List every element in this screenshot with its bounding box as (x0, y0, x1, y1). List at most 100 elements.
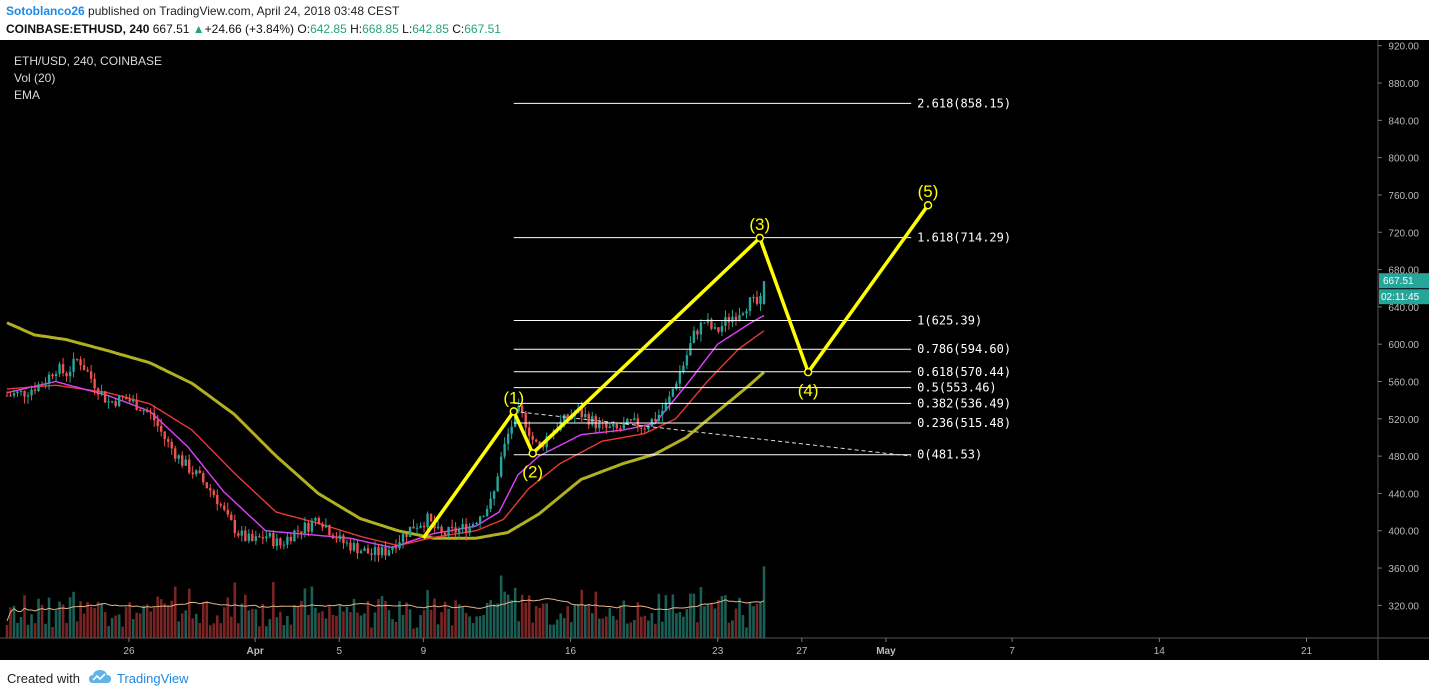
candle[interactable] (124, 397, 128, 400)
candle[interactable] (93, 378, 96, 389)
candle[interactable] (65, 373, 68, 377)
candle[interactable] (226, 509, 229, 515)
candle[interactable] (626, 419, 629, 424)
candle[interactable] (37, 384, 40, 392)
candle[interactable] (19, 390, 23, 392)
candle[interactable] (622, 423, 626, 429)
candle[interactable] (349, 542, 352, 551)
candle[interactable] (233, 519, 236, 534)
candle[interactable] (261, 537, 265, 539)
candle[interactable] (237, 533, 240, 536)
candle[interactable] (272, 532, 275, 547)
candle[interactable] (741, 313, 745, 316)
candle[interactable] (454, 527, 457, 533)
candle[interactable] (296, 530, 300, 532)
candle[interactable] (184, 459, 187, 466)
candle[interactable] (79, 359, 82, 366)
legend-volume[interactable]: Vol (20) (14, 71, 56, 85)
candle[interactable] (748, 297, 752, 312)
candle[interactable] (352, 543, 356, 551)
candle[interactable] (265, 536, 268, 539)
candle[interactable] (699, 322, 703, 335)
candle[interactable] (594, 416, 597, 429)
candle[interactable] (513, 411, 517, 427)
candle[interactable] (240, 530, 244, 536)
candle[interactable] (181, 455, 184, 466)
candle[interactable] (710, 319, 713, 329)
candle[interactable] (584, 414, 587, 418)
candle[interactable] (324, 525, 328, 528)
candle[interactable] (163, 431, 166, 440)
candle[interactable] (566, 414, 569, 420)
candle[interactable] (174, 448, 177, 459)
candle[interactable] (415, 527, 419, 529)
candle[interactable] (152, 412, 156, 421)
candle[interactable] (685, 355, 689, 366)
candle[interactable] (731, 316, 734, 323)
candle[interactable] (759, 295, 762, 304)
candle[interactable] (160, 425, 163, 432)
candle[interactable] (9, 395, 12, 397)
candle[interactable] (692, 330, 696, 344)
candle[interactable] (216, 494, 219, 505)
candle[interactable] (317, 517, 321, 524)
candle[interactable] (384, 547, 387, 556)
candle[interactable] (314, 517, 317, 521)
candle[interactable] (671, 388, 675, 397)
wave-point-handle[interactable] (803, 367, 813, 377)
candle[interactable] (489, 498, 492, 510)
wave-point-handle[interactable] (755, 233, 765, 243)
candle[interactable] (468, 526, 471, 534)
candle[interactable] (223, 505, 226, 510)
candle[interactable] (534, 439, 538, 442)
candle[interactable] (251, 533, 254, 541)
candle[interactable] (5, 395, 9, 397)
tradingview-brand-link[interactable]: TradingView (117, 671, 189, 686)
candle[interactable] (520, 405, 524, 413)
candle[interactable] (426, 513, 429, 528)
candle[interactable] (608, 426, 611, 428)
candle[interactable] (82, 365, 86, 371)
candle[interactable] (373, 547, 377, 555)
candle[interactable] (475, 522, 478, 525)
candle[interactable] (47, 374, 51, 384)
candle[interactable] (762, 281, 766, 305)
candle[interactable] (429, 513, 433, 522)
candle[interactable] (321, 523, 324, 528)
candle[interactable] (398, 542, 401, 549)
candle[interactable] (612, 424, 615, 427)
candle[interactable] (100, 391, 103, 395)
dashed-trendline[interactable] (513, 410, 912, 457)
candle[interactable] (107, 401, 110, 403)
candle[interactable] (195, 470, 198, 475)
candle[interactable] (40, 384, 44, 386)
candle[interactable] (212, 490, 215, 495)
candle[interactable] (457, 528, 461, 533)
candle[interactable] (492, 491, 496, 499)
candle[interactable] (188, 459, 191, 473)
candle[interactable] (482, 516, 485, 518)
candle[interactable] (506, 433, 510, 444)
candle[interactable] (86, 370, 89, 372)
candle[interactable] (734, 316, 738, 321)
candle[interactable] (219, 504, 222, 506)
author-link[interactable]: Sotoblanco26 (6, 4, 85, 18)
candle[interactable] (33, 389, 37, 392)
candle[interactable] (268, 532, 272, 537)
wave-point-handle[interactable] (923, 200, 933, 210)
candle[interactable] (496, 476, 499, 492)
candle[interactable] (279, 538, 282, 546)
candle[interactable] (170, 441, 173, 449)
candle[interactable] (103, 391, 107, 403)
candle[interactable] (587, 414, 590, 425)
candle[interactable] (503, 443, 506, 457)
candle[interactable] (145, 410, 149, 412)
candle[interactable] (464, 523, 468, 534)
candle[interactable] (254, 536, 258, 541)
candle[interactable] (654, 419, 657, 421)
candle[interactable] (191, 472, 194, 475)
candle[interactable] (713, 327, 717, 329)
candle[interactable] (363, 548, 366, 552)
candle[interactable] (258, 536, 261, 538)
candle[interactable] (633, 418, 636, 420)
